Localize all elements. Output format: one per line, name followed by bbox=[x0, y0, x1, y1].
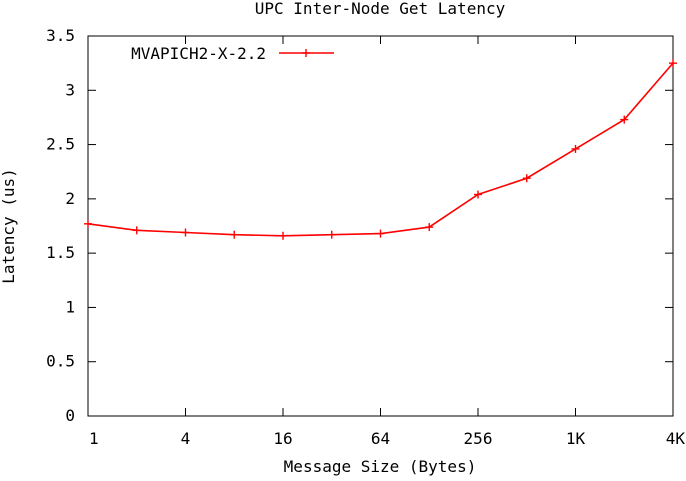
legend-series-marker bbox=[302, 49, 310, 57]
data-point bbox=[669, 59, 677, 68]
x-tick-label: 16 bbox=[273, 429, 292, 448]
y-tick-label: 3.5 bbox=[46, 26, 75, 45]
data-point bbox=[620, 115, 629, 124]
data-point bbox=[571, 144, 580, 153]
y-tick-label: 1.5 bbox=[46, 243, 75, 262]
y-tick-label: 0 bbox=[65, 406, 75, 425]
x-tick-label: 4 bbox=[181, 429, 191, 448]
y-tick-label: 3 bbox=[65, 80, 75, 99]
x-tick-label: 256 bbox=[464, 429, 493, 448]
data-point bbox=[327, 230, 336, 239]
legend: MVAPICH2-X-2.2 bbox=[131, 44, 334, 63]
data-point bbox=[84, 219, 92, 228]
data-point bbox=[230, 230, 239, 239]
y-tick-label: 1 bbox=[65, 297, 75, 316]
data-point bbox=[425, 223, 434, 232]
axis-ticks: 0 0.5 1 1.5 2 2.5 3 3.5 1 4 16 64 256 1K 4K bbox=[46, 26, 685, 448]
chart-title: UPC Inter-Node Get Latency bbox=[255, 0, 506, 18]
series-line bbox=[87, 62, 674, 237]
y-axis-label: Latency (us) bbox=[0, 168, 18, 284]
data-point bbox=[132, 226, 141, 235]
x-tick-label: 1 bbox=[89, 429, 99, 448]
y-tick-label: 2.5 bbox=[46, 135, 75, 154]
legend-series-label: MVAPICH2-X-2.2 bbox=[131, 44, 266, 63]
data-point bbox=[376, 229, 385, 238]
x-axis-label: Message Size (Bytes) bbox=[284, 457, 477, 476]
x-tick-label: 1K bbox=[566, 429, 586, 448]
data-point bbox=[522, 174, 531, 183]
y-tick-label: 0.5 bbox=[46, 352, 75, 371]
legend-plus-marker bbox=[302, 49, 310, 57]
x-tick-label: 64 bbox=[371, 429, 390, 448]
y-tick-label: 2 bbox=[65, 189, 75, 208]
series-layer bbox=[84, 59, 677, 240]
data-point bbox=[474, 190, 482, 199]
plot-frame bbox=[87, 35, 674, 417]
data-point bbox=[279, 231, 287, 240]
x-tick-label: 4K bbox=[666, 429, 686, 448]
data-point bbox=[181, 228, 190, 237]
